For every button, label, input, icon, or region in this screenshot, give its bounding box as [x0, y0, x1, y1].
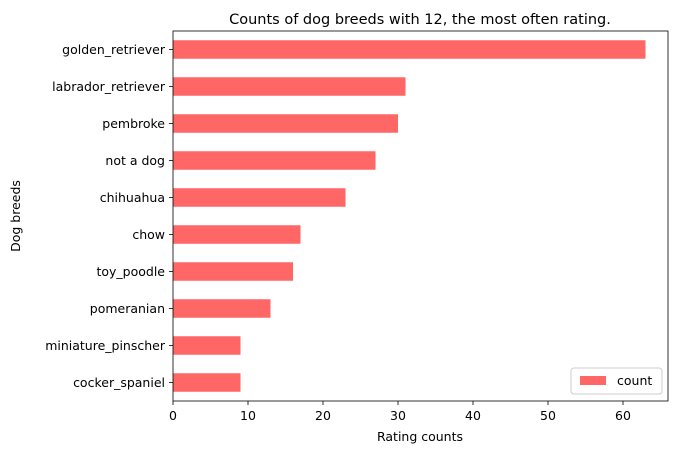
bar-miniature-pinscher	[173, 336, 241, 355]
y-tick-label: chihuahua	[100, 190, 165, 205]
bar-cocker-spaniel	[173, 373, 241, 392]
y-tick-label: pomeranian	[90, 301, 165, 316]
bar-chihuahua	[173, 188, 346, 207]
bars-layer	[173, 40, 646, 392]
bar-not-a-dog	[173, 151, 376, 170]
bar-toy-poodle	[173, 262, 293, 281]
y-tick-label: cocker_spaniel	[73, 375, 165, 390]
bar-pomeranian	[173, 299, 271, 318]
plot-frame	[172, 30, 669, 402]
x-tick-label: 30	[390, 408, 406, 423]
x-axis-label: Rating counts	[377, 429, 463, 444]
y-tick-label: chow	[132, 227, 165, 242]
bar-labrador-retriever	[173, 77, 406, 96]
x-tick-label: 0	[169, 408, 177, 423]
y-tick-label: not a dog	[105, 153, 165, 168]
y-axis-ticks: golden_retriever labrador_retrieverpembro…	[45, 42, 173, 390]
chart-title: Counts of dog breeds with 12, the most o…	[229, 12, 611, 28]
bar-golden-retriever	[173, 40, 646, 59]
y-tick-label: toy_poodle	[96, 264, 165, 279]
y-tick-label: labrador_retriever	[52, 79, 166, 94]
y-tick-label: miniature_pinscher	[45, 338, 166, 353]
bar-chow	[173, 225, 301, 244]
x-tick-label: 20	[315, 408, 331, 423]
x-tick-label: 10	[240, 408, 256, 423]
y-axis-label: Dog breeds	[8, 180, 23, 252]
bar-pembroke	[173, 114, 398, 133]
legend-label: count	[617, 373, 652, 388]
x-tick-label: 50	[540, 408, 556, 423]
legend-swatch	[580, 376, 606, 385]
y-tick-label: golden_retriever	[62, 42, 166, 57]
x-axis-ticks: 0 10 20 30 40 50 60	[169, 401, 631, 423]
x-tick-label: 60	[615, 408, 631, 423]
x-tick-label: 40	[465, 408, 481, 423]
legend-frame	[570, 367, 663, 395]
y-tick-label: pembroke	[102, 116, 165, 131]
legend: count	[570, 367, 663, 395]
